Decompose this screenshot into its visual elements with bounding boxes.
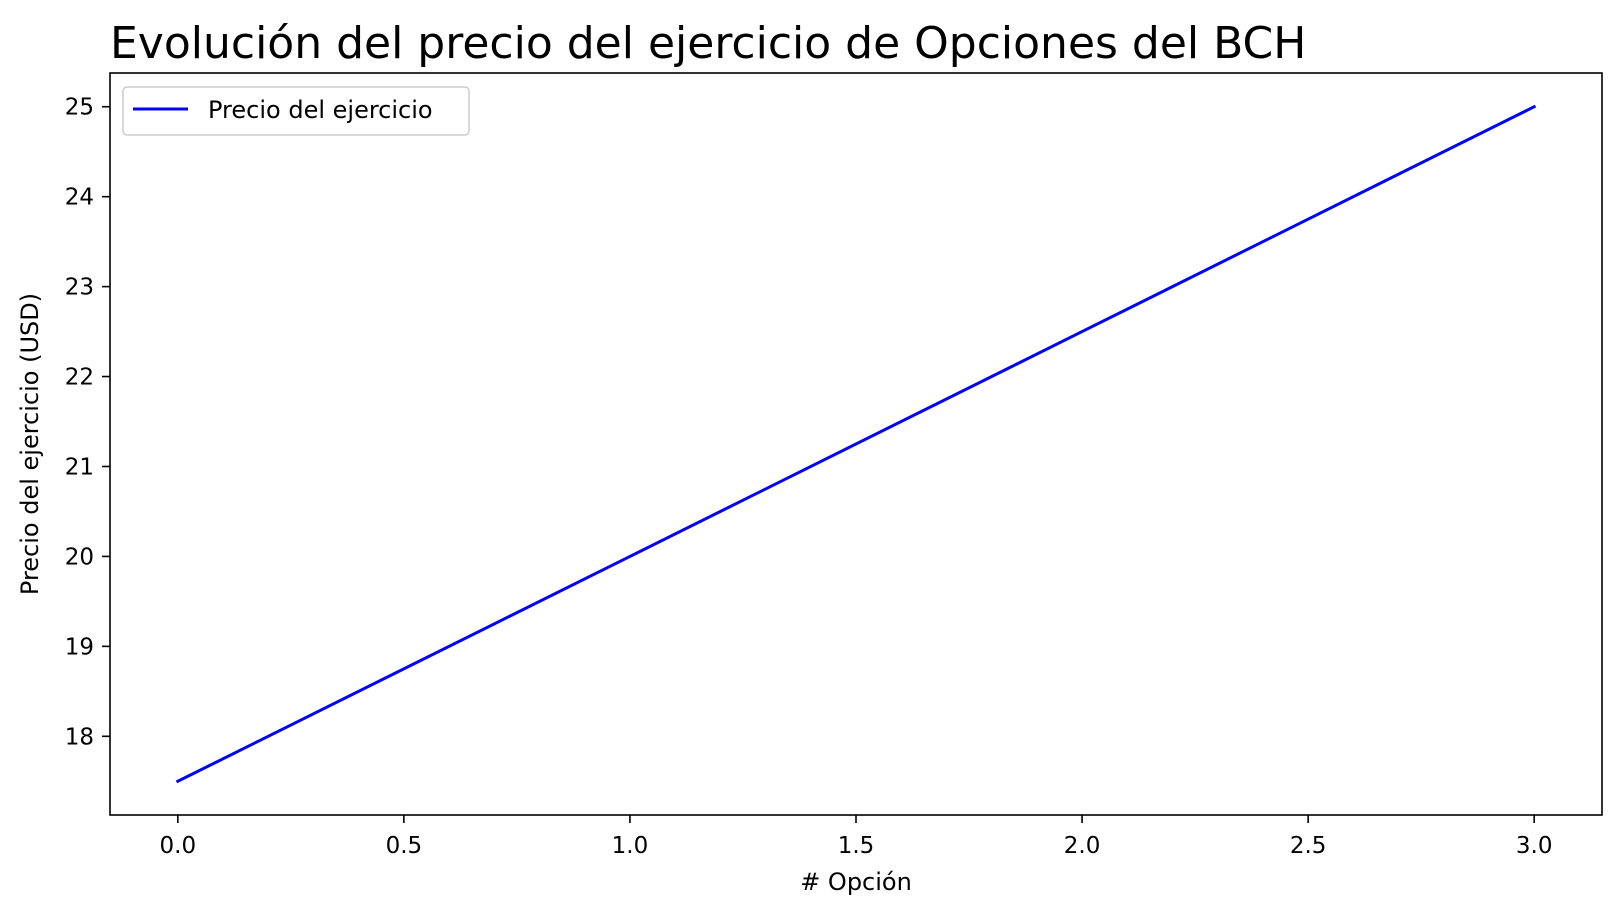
- y-tick-label: 21: [65, 454, 94, 480]
- y-axis-ticks: 18 19 20 21 22 23 24 25: [65, 95, 110, 750]
- y-tick-label: 24: [65, 185, 94, 211]
- y-tick-label: 22: [65, 365, 94, 391]
- chart-title: Evolución del precio del ejercicio de Op…: [110, 18, 1306, 69]
- x-tick-label: 0.0: [160, 833, 197, 859]
- y-tick-label: 18: [65, 724, 94, 750]
- y-tick-label: 25: [65, 95, 94, 121]
- x-axis-label: # Opción: [800, 868, 912, 896]
- y-tick-label: 19: [65, 634, 94, 660]
- x-tick-label: 2.0: [1064, 833, 1101, 859]
- x-tick-label: 1.5: [838, 833, 875, 859]
- x-tick-label: 1.0: [612, 833, 649, 859]
- legend: Precio del ejercicio: [122, 86, 470, 136]
- y-tick-label: 20: [65, 544, 94, 570]
- y-tick-label: 23: [65, 275, 94, 301]
- x-tick-label: 0.5: [386, 833, 423, 859]
- series-layer: [175, 104, 1537, 784]
- x-tick-label: 3.0: [1516, 833, 1553, 859]
- y-axis-label: Precio del ejercicio (USD): [16, 293, 44, 595]
- legend-label: Precio del ejercicio: [208, 96, 433, 124]
- x-tick-label: 2.5: [1290, 833, 1327, 859]
- x-axis-ticks: 0.0 0.5 1.0 1.5 2.0 2.5 3.0: [160, 815, 1553, 859]
- legend-box: [122, 86, 470, 136]
- series-line-0: [175, 104, 1537, 784]
